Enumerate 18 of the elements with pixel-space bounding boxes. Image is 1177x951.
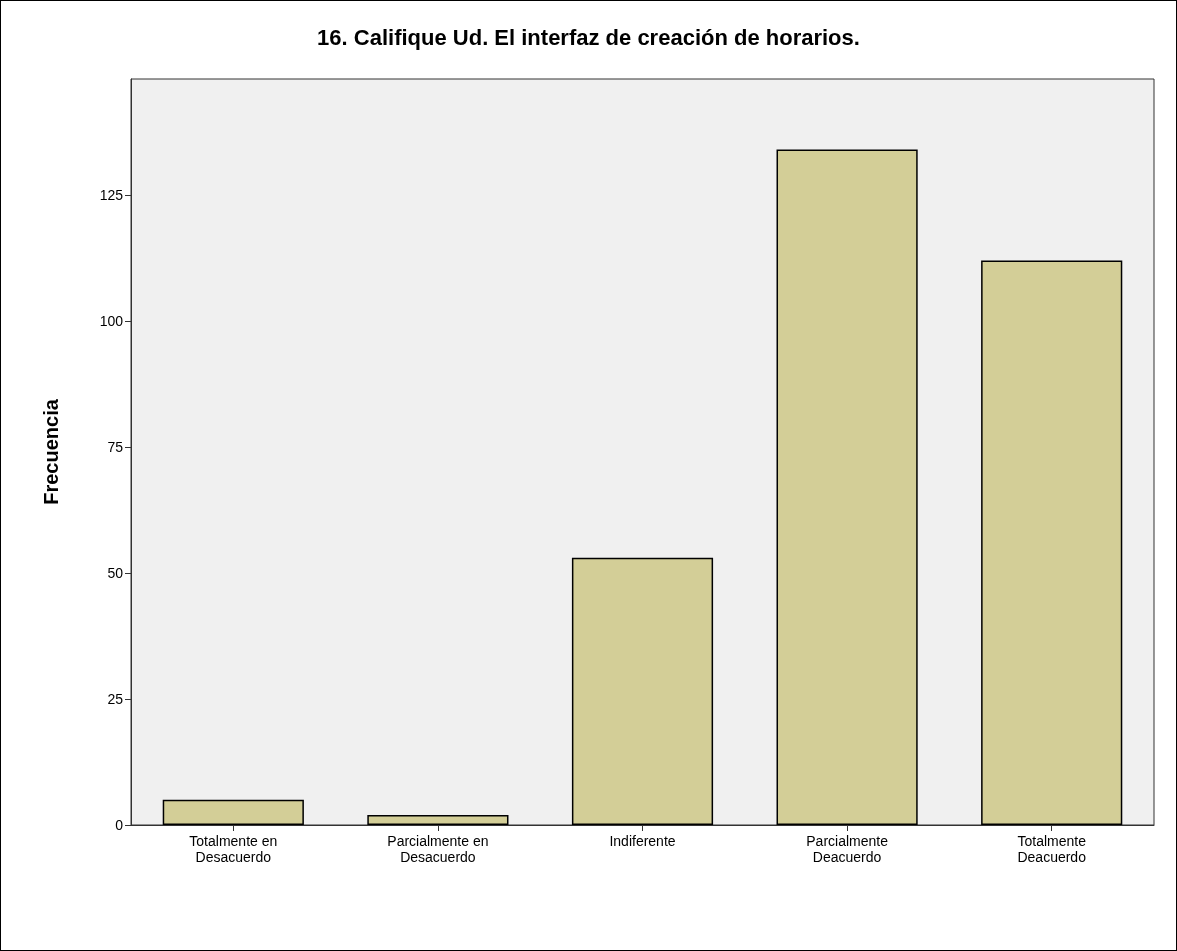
- bar: [981, 260, 1123, 825]
- bar: [776, 149, 918, 825]
- bar: [367, 814, 509, 825]
- x-tick-label: Totalmente en Desacuerdo: [189, 833, 278, 865]
- x-tick-label: Parcialmente en Desacuerdo: [387, 833, 489, 865]
- x-tick-label: Parcialmente Deacuerdo: [806, 833, 889, 865]
- y-tick-label: 100: [99, 312, 124, 329]
- x-tick-label: Totalmente Deacuerdo: [1017, 833, 1087, 865]
- y-tick-label: 25: [107, 690, 124, 707]
- bar: [571, 557, 714, 825]
- bar: [162, 799, 304, 825]
- y-tick-label: 75: [107, 438, 124, 455]
- y-tick-label: 50: [107, 564, 124, 581]
- y-axis-title: Frecuencia: [40, 398, 62, 505]
- chart-title: 16. Califique Ud. El interfaz de creación de horarios.: [317, 24, 860, 50]
- y-tick-label: 125: [99, 186, 124, 203]
- x-tick-label: Indiferente: [609, 833, 676, 849]
- y-tick-label: 0: [115, 817, 124, 833]
